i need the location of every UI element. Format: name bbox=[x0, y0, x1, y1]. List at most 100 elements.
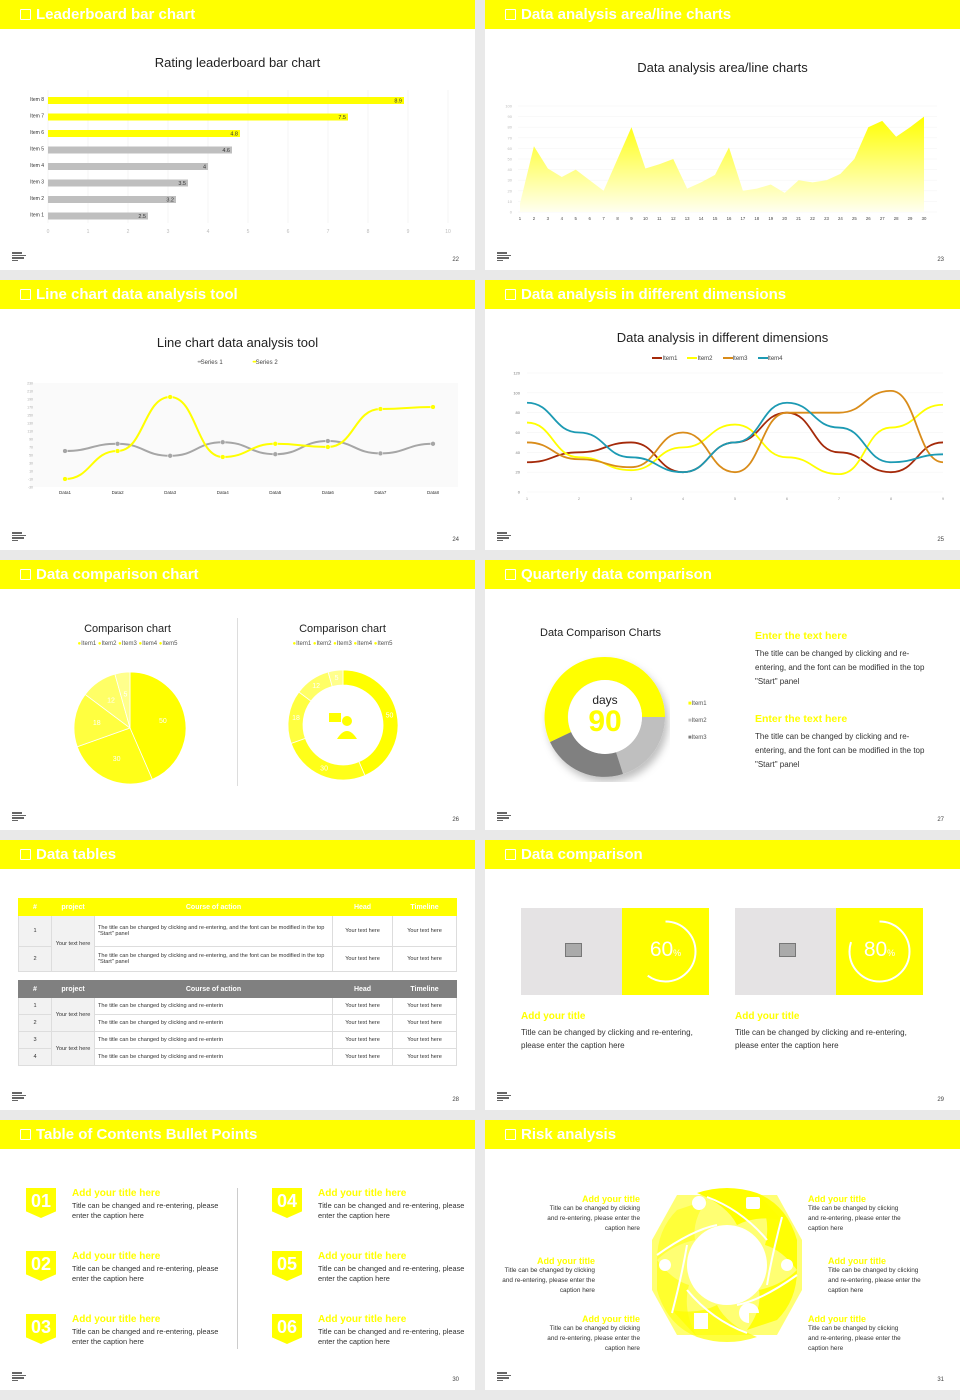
line-chart: -30 -10 10 30 50 70 90 110 130 150 170 190 210 230 Dat… bbox=[27, 382, 458, 495]
logo bbox=[497, 532, 511, 542]
slide-area-chart[interactable]: Data analysis area/line charts Data anal… bbox=[485, 0, 960, 270]
svg-text:4: 4 bbox=[203, 165, 206, 171]
svg-text:Data3: Data3 bbox=[164, 490, 177, 495]
user-chat-icon bbox=[659, 1259, 671, 1271]
image-placeholder[interactable] bbox=[521, 908, 622, 995]
svg-text:50: 50 bbox=[29, 454, 33, 458]
slide-header: Data analysis area/line charts bbox=[485, 0, 960, 29]
svg-text:2.5: 2.5 bbox=[138, 214, 146, 220]
table-yellow: # project Course of action Head Timeline… bbox=[18, 898, 457, 972]
svg-text:18: 18 bbox=[754, 216, 759, 221]
slide-data-tables[interactable]: Data tables # project Course of action H… bbox=[0, 840, 475, 1110]
svg-text:10: 10 bbox=[445, 229, 451, 235]
svg-text:8: 8 bbox=[616, 216, 619, 221]
toc-title: Add your title here bbox=[72, 1251, 161, 1262]
checkbox-icon bbox=[20, 1129, 31, 1140]
svg-text:80: 80 bbox=[516, 410, 521, 415]
svg-text:Data7: Data7 bbox=[374, 490, 387, 495]
svg-text:12: 12 bbox=[671, 216, 676, 221]
svg-text:120: 120 bbox=[513, 371, 520, 376]
checkbox-icon bbox=[505, 1129, 516, 1140]
svg-text:4.6: 4.6 bbox=[222, 148, 230, 154]
logo bbox=[497, 252, 511, 262]
svg-text:10: 10 bbox=[508, 199, 513, 204]
svg-text:13: 13 bbox=[685, 216, 690, 221]
svg-text:4.8: 4.8 bbox=[230, 132, 238, 138]
slide-header: Leaderboard bar chart bbox=[0, 0, 475, 29]
slide-header: Quarterly data comparison bbox=[485, 560, 960, 589]
page-number: 26 bbox=[452, 817, 459, 823]
pie-chart-icon bbox=[739, 1303, 759, 1323]
slide-quarterly[interactable]: Quarterly data comparison Data Compariso… bbox=[485, 560, 960, 830]
svg-text:Data5: Data5 bbox=[269, 490, 282, 495]
svg-text:6: 6 bbox=[287, 229, 290, 235]
checkbox-icon bbox=[505, 9, 516, 20]
checkbox-icon bbox=[505, 289, 516, 300]
svg-text:22: 22 bbox=[810, 216, 815, 221]
slide-line-tool[interactable]: Line chart data analysis tool Line chart… bbox=[0, 280, 475, 550]
percent-value: 80 bbox=[863, 938, 888, 961]
svg-text:8: 8 bbox=[890, 496, 893, 501]
card-title: Add your title bbox=[735, 1011, 800, 1022]
toc-title: Add your title here bbox=[72, 1314, 161, 1325]
number-badge: 06 bbox=[272, 1314, 302, 1344]
risk-title: Add your title bbox=[808, 1314, 866, 1324]
toc-title: Add your title here bbox=[318, 1188, 407, 1199]
slide-toc[interactable]: Table of Contents Bullet Points 01 Add y… bbox=[0, 1120, 475, 1390]
svg-text:50: 50 bbox=[386, 712, 394, 719]
svg-text:30: 30 bbox=[922, 216, 927, 221]
quarterly-donut bbox=[544, 656, 665, 777]
number-badge: 02 bbox=[26, 1251, 56, 1281]
svg-text:Data2: Data2 bbox=[112, 490, 125, 495]
svg-text:3: 3 bbox=[167, 229, 170, 235]
risk-body: Title can be changed by clicking and re-… bbox=[808, 1205, 901, 1232]
chart-title: Data analysis area/line charts bbox=[637, 60, 808, 75]
building-icon bbox=[694, 1313, 708, 1329]
logo bbox=[497, 1092, 511, 1102]
card-body: Title can be changed by clicking and re-… bbox=[521, 1028, 693, 1050]
svg-text:Item 8: Item 8 bbox=[30, 97, 44, 103]
svg-text:1: 1 bbox=[87, 229, 90, 235]
svg-text:30: 30 bbox=[320, 766, 328, 773]
toc-body: Title can be changed and re-entering, pl… bbox=[318, 1264, 465, 1283]
toc-body: Title can be changed and re-entering, pl… bbox=[318, 1327, 465, 1346]
table-row: 1 Your text here The title can be change… bbox=[18, 915, 457, 972]
svg-text:Item 6: Item 6 bbox=[30, 130, 44, 136]
svg-text:-30: -30 bbox=[28, 486, 33, 490]
image-placeholder[interactable] bbox=[735, 908, 836, 995]
donut-chart: 50 30 18 12 5 bbox=[287, 669, 399, 781]
logo bbox=[497, 1372, 511, 1382]
svg-text:10: 10 bbox=[643, 216, 648, 221]
toc-body: Title can be changed and re-entering, pl… bbox=[72, 1201, 219, 1220]
risk-item: Add your title Title can be changed by c… bbox=[495, 1256, 595, 1296]
slide-risk[interactable]: Risk analysis 💰 Add your titl bbox=[485, 1120, 960, 1390]
svg-text:19: 19 bbox=[768, 216, 773, 221]
checkbox-icon bbox=[20, 289, 31, 300]
slide-comparison[interactable]: Data comparison chart Comparison chart ●… bbox=[0, 560, 475, 830]
pie-title: Comparison chart bbox=[84, 623, 171, 635]
svg-text:18: 18 bbox=[93, 720, 101, 727]
svg-text:5: 5 bbox=[247, 229, 250, 235]
svg-text:3.2: 3.2 bbox=[166, 198, 174, 204]
svg-text:4: 4 bbox=[207, 229, 210, 235]
svg-text:27: 27 bbox=[880, 216, 885, 221]
toc-title: Add your title here bbox=[318, 1314, 407, 1325]
checkbox-icon bbox=[505, 849, 516, 860]
slide-dimensions[interactable]: Data analysis in different dimensions Da… bbox=[485, 280, 960, 550]
svg-text:3: 3 bbox=[547, 216, 550, 221]
page-number: 28 bbox=[452, 1097, 459, 1103]
risk-body: Title can be changed by clicking and re-… bbox=[502, 1267, 595, 1294]
page-number: 22 bbox=[452, 257, 459, 263]
svg-text:12: 12 bbox=[107, 697, 115, 704]
svg-text:10: 10 bbox=[29, 470, 33, 474]
svg-text:8: 8 bbox=[367, 229, 370, 235]
database-icon bbox=[746, 1197, 760, 1209]
svg-text:110: 110 bbox=[27, 430, 33, 434]
donut-legend: ●Item1 ●Item2 ●Item3 ●Item4 ●Item5 bbox=[292, 641, 393, 647]
svg-text:Data8: Data8 bbox=[427, 490, 440, 495]
slide-data-comparison[interactable]: Data comparison 60% Add your title Title… bbox=[485, 840, 960, 1110]
slide-leaderboard[interactable]: Leaderboard bar chart Rating leaderboard… bbox=[0, 0, 475, 270]
svg-text:5: 5 bbox=[335, 675, 339, 682]
risk-cycle-diagram: 💰 bbox=[652, 1188, 802, 1342]
number-badge: 01 bbox=[26, 1188, 56, 1218]
